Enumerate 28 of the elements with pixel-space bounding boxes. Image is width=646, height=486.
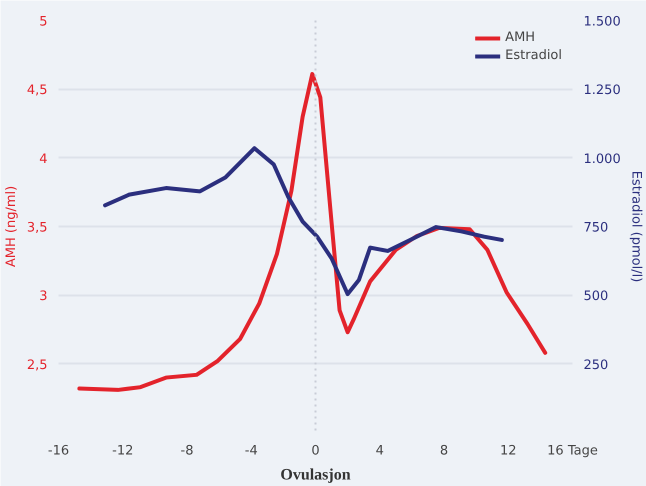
y-tick-label: 3 xyxy=(39,289,48,304)
y2-tick-label: 1.250 xyxy=(584,83,621,98)
y-tick-label: 3,5 xyxy=(26,220,48,236)
line-series xyxy=(77,72,548,392)
legend-label: Estradiol xyxy=(505,48,562,63)
y-tick-label: 2,5 xyxy=(26,358,48,373)
x-tick-label: 0 xyxy=(311,444,320,458)
y2-tick-label: 250 xyxy=(584,358,608,373)
x-tick-label: 4 xyxy=(376,444,384,458)
y-tick-label: 5 xyxy=(39,14,48,30)
y2-tick-label: 1.500 xyxy=(584,14,621,30)
x-axis-title: Ovulasjon xyxy=(280,466,351,484)
x-tick-label: 8 xyxy=(440,444,448,458)
y-axis-title: AMH (ng/ml) xyxy=(4,186,19,268)
x-tick-label: -16 xyxy=(48,444,70,458)
x-tick-label: -4 xyxy=(244,444,258,458)
line-series xyxy=(103,146,504,296)
y2-tick-label: 750 xyxy=(584,220,608,236)
y2-tick-label: 1.000 xyxy=(584,152,621,167)
x-tick-label: 12 xyxy=(500,444,517,458)
x-tick-label: -12 xyxy=(112,444,134,458)
x-tick-label: -8 xyxy=(180,444,194,458)
y2-axis-title: Estradiol (pmol/l) xyxy=(628,170,644,282)
x-tick-label: 16 Tage xyxy=(547,444,598,458)
y-tick-label: 4,5 xyxy=(26,83,48,98)
y2-tick-label: 500 xyxy=(584,289,608,304)
legend-label: AMH xyxy=(505,30,536,45)
y-tick-label: 4 xyxy=(39,152,48,167)
